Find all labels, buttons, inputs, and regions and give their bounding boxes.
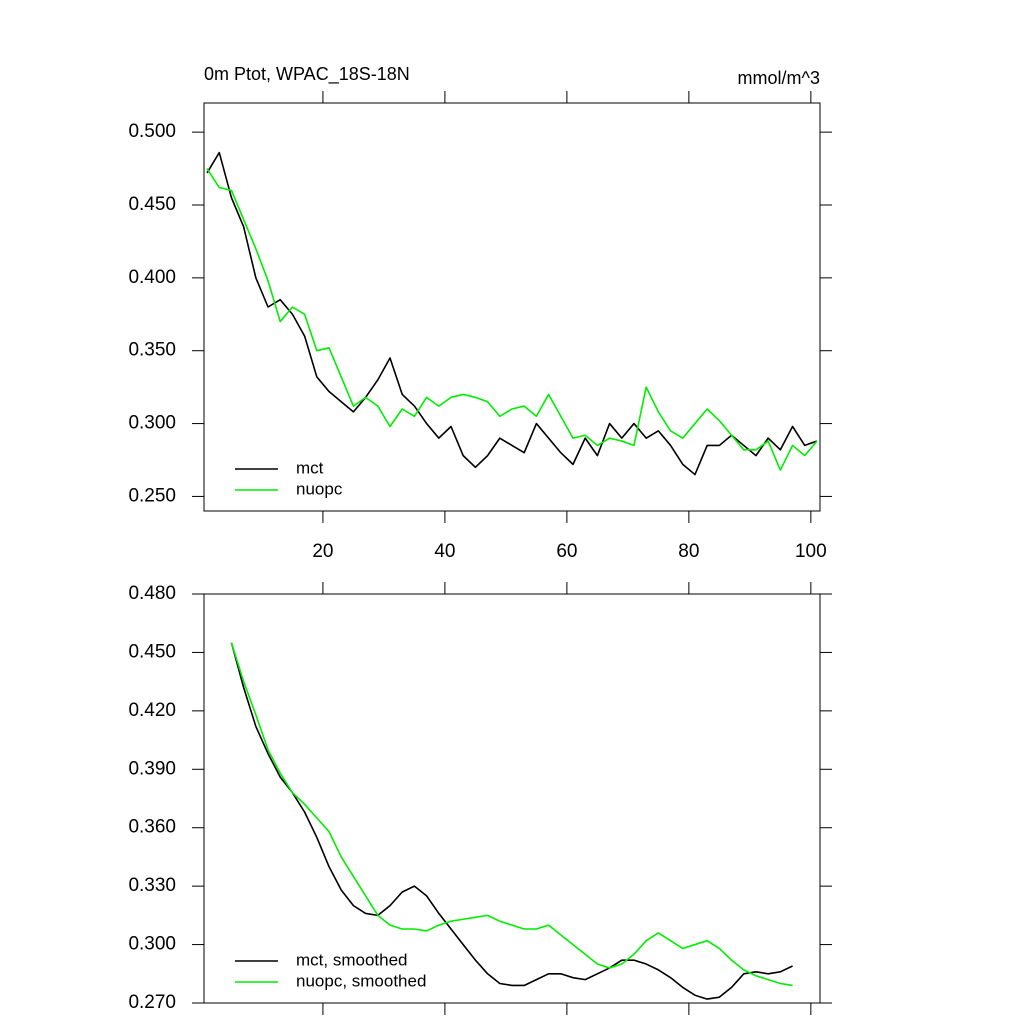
y-tick-label: 0.250	[128, 485, 176, 506]
x-tick-label: 60	[556, 541, 577, 562]
x-tick-label: 20	[312, 541, 333, 562]
y-tick-label: 0.360	[128, 817, 176, 838]
legend-label: nuopc	[296, 479, 343, 498]
y-tick-label: 0.330	[128, 875, 176, 896]
x-tick-label: 40	[434, 541, 455, 562]
y-tick-label: 0.450	[128, 194, 176, 215]
chart-title: 0m Ptot, WPAC_18S-18N	[204, 64, 410, 85]
y-tick-label: 0.500	[128, 121, 176, 142]
legend-label: nuopc, smoothed	[296, 971, 426, 990]
x-tick-label: 80	[678, 541, 699, 562]
y-tick-label: 0.300	[128, 934, 176, 955]
y-tick-label: 0.400	[128, 267, 176, 288]
legend-label: mct, smoothed	[296, 950, 408, 969]
data-line	[230, 642, 793, 1000]
y-tick-label: 0.450	[128, 641, 176, 662]
y-tick-label: 0.480	[128, 583, 176, 604]
plot-frame	[203, 102, 821, 512]
y-tick-label: 0.420	[128, 700, 176, 721]
units-label: mmol/m^3	[738, 68, 820, 88]
data-line	[206, 168, 818, 471]
data-line	[206, 151, 818, 476]
y-tick-label: 0.300	[128, 413, 176, 434]
data-line	[230, 642, 793, 987]
x-tick-label: 100	[795, 541, 827, 562]
y-tick-label: 0.390	[128, 758, 176, 779]
plot-frame	[203, 593, 821, 1004]
y-tick-label: 0.270	[128, 992, 176, 1013]
y-tick-label: 0.350	[128, 340, 176, 361]
legend-label: mct	[296, 458, 324, 477]
